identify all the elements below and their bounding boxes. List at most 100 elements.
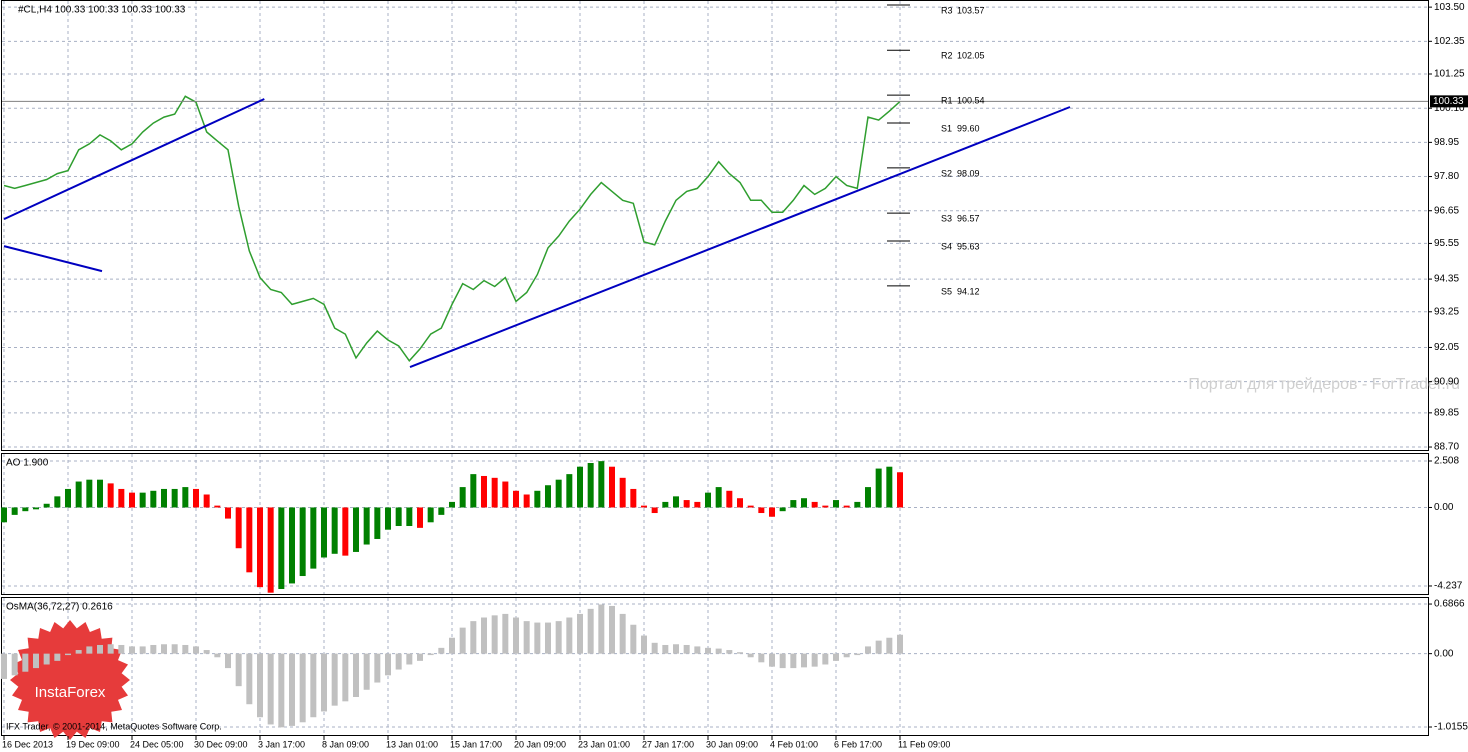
histogram-bar xyxy=(843,505,850,508)
histogram-bar xyxy=(107,483,114,508)
x-tick-label: 23 Jan 01:00 xyxy=(578,739,630,749)
histogram-bar xyxy=(118,644,125,654)
histogram-bar xyxy=(747,653,754,658)
y-tick-label: 88.70 xyxy=(1434,442,1459,453)
histogram-bar xyxy=(43,503,50,508)
pivot-value: 96.57 xyxy=(957,213,980,223)
histogram-bar xyxy=(545,622,551,654)
histogram-bar xyxy=(459,627,466,654)
histogram-bar xyxy=(651,507,658,514)
histogram-bar xyxy=(289,507,295,584)
y-tick-label: 0.00 xyxy=(1434,648,1454,659)
histogram-bar xyxy=(737,498,743,508)
histogram-bar xyxy=(843,653,850,658)
y-tick-label: 97.80 xyxy=(1434,171,1459,182)
histogram-bar xyxy=(438,507,445,515)
histogram-bar xyxy=(683,500,690,508)
histogram-bar xyxy=(385,507,391,530)
histogram-bar xyxy=(214,505,221,508)
histogram-bar xyxy=(523,494,530,508)
histogram-bar xyxy=(822,653,829,665)
histogram-bar xyxy=(11,653,18,676)
histogram-bar xyxy=(193,646,199,654)
histogram-bar xyxy=(598,604,605,654)
y-tick-label: 89.85 xyxy=(1434,407,1459,418)
histogram-bar xyxy=(779,507,786,512)
histogram-bar xyxy=(427,653,434,656)
histogram-bar xyxy=(86,479,93,508)
histogram-bar xyxy=(267,507,274,593)
histogram-bar xyxy=(427,507,434,523)
histogram-bar xyxy=(897,472,903,508)
current-price-box xyxy=(1430,95,1468,108)
histogram-bar xyxy=(651,642,658,654)
histogram-bar xyxy=(353,507,359,552)
histogram-bar xyxy=(342,507,349,556)
histogram-bar xyxy=(886,466,893,508)
histogram-bar xyxy=(75,481,82,508)
histogram-bar xyxy=(374,507,381,539)
y-tick-label: 100.10 xyxy=(1434,103,1465,114)
y-tick-label: 90.90 xyxy=(1434,376,1459,387)
histogram-bar xyxy=(513,490,519,508)
histogram-bar xyxy=(694,501,701,508)
histogram-bar xyxy=(769,507,775,517)
y-tick-label: 103.50 xyxy=(1434,2,1465,13)
histogram-bar xyxy=(758,507,765,514)
histogram-bar xyxy=(555,479,562,508)
histogram-bar xyxy=(769,653,775,667)
histogram-bar xyxy=(790,653,797,669)
histogram-bar xyxy=(257,653,263,718)
x-tick-label: 11 Feb 09:00 xyxy=(898,739,950,749)
histogram-bar xyxy=(833,500,839,508)
histogram-bar xyxy=(299,653,306,723)
histogram-bar xyxy=(470,621,477,654)
histogram-bar xyxy=(833,653,839,661)
pivot-name: S4 xyxy=(941,241,952,251)
histogram-bar xyxy=(715,487,722,508)
histogram-bar xyxy=(353,653,359,697)
pivot-name: S3 xyxy=(941,213,952,223)
histogram-bar xyxy=(54,653,61,661)
histogram-bar xyxy=(609,466,615,508)
histogram-bar xyxy=(363,653,370,690)
histogram-bar xyxy=(97,479,103,508)
histogram-bar xyxy=(139,646,146,654)
histogram-bar xyxy=(118,488,125,508)
histogram-bar xyxy=(267,653,274,725)
x-tick-label: 13 Jan 01:00 xyxy=(386,739,438,749)
x-tick-label: 30 Jan 09:00 xyxy=(706,739,758,749)
histogram-bar xyxy=(161,488,167,508)
histogram-bar xyxy=(875,640,882,654)
x-tick-label: 15 Jan 17:00 xyxy=(450,739,502,749)
histogram-bar xyxy=(513,617,519,654)
x-tick-label: 20 Jan 09:00 xyxy=(514,739,566,749)
histogram-bar xyxy=(737,652,743,654)
histogram-bar xyxy=(865,487,871,508)
x-tick-label: 3 Jan 17:00 xyxy=(258,739,305,749)
y-tick-label: 0.00 xyxy=(1434,502,1454,513)
histogram-bar xyxy=(33,653,39,669)
histogram-bar xyxy=(619,477,626,508)
histogram-bar xyxy=(566,617,573,654)
histogram-bar xyxy=(854,501,861,508)
histogram-bar xyxy=(417,507,423,528)
histogram-bar xyxy=(278,653,285,728)
histogram-bar xyxy=(182,487,189,508)
histogram-bar xyxy=(33,507,39,510)
histogram-bar xyxy=(299,507,306,577)
y-tick-label: 98.95 xyxy=(1434,137,1459,148)
y-tick-label: 102.35 xyxy=(1434,36,1465,47)
histogram-bar xyxy=(406,653,413,665)
histogram-bar xyxy=(1,507,7,523)
histogram-bar xyxy=(22,653,29,672)
histogram-bar xyxy=(481,617,487,654)
y-tick-label: 96.65 xyxy=(1434,205,1459,216)
x-tick-label: 6 Feb 17:00 xyxy=(834,739,882,749)
histogram-bar xyxy=(577,613,583,654)
histogram-bar xyxy=(97,644,103,654)
histogram-bar xyxy=(641,635,647,654)
histogram-bar xyxy=(854,653,861,656)
histogram-bar xyxy=(257,507,263,588)
